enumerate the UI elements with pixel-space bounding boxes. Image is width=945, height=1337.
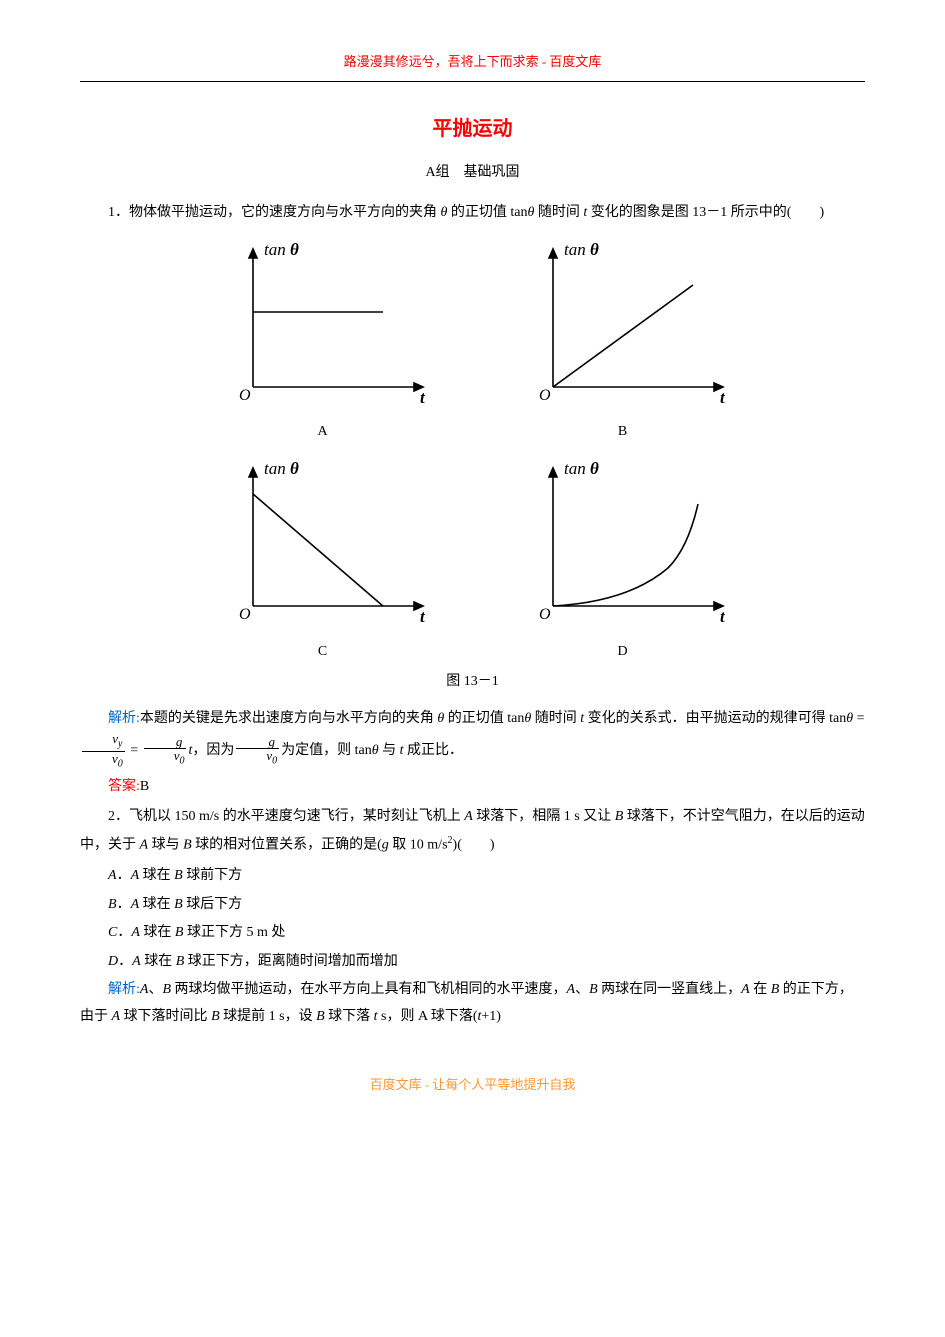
q1-mid1: 的正切值 tan (447, 205, 527, 220)
chart-C-svg: tanθ O t (208, 456, 438, 626)
charts-row-1: tanθ O t A tanθ O t B (80, 237, 865, 446)
e1-t3: 随时间 (531, 711, 580, 726)
option-2B: B．A 球在 B 球后下方 (108, 892, 865, 919)
chart-C-label: C (208, 639, 438, 666)
q2-A: A (464, 809, 473, 824)
e1-t7: 与 (379, 743, 400, 758)
e1-t4: 变化的关系式．由平抛运动的规律可得 tan (584, 711, 846, 726)
e1-t8: 成正比． (404, 743, 464, 758)
svg-text:θ: θ (590, 459, 599, 478)
svg-text:tan: tan (264, 459, 286, 478)
answer-1: 答案:B (80, 774, 865, 801)
answer-value: B (140, 779, 149, 794)
q2-g: g (382, 837, 389, 852)
f1ns: y (118, 739, 122, 750)
chart-D: tanθ O t D (508, 456, 738, 665)
charts-row-2: tanθ O t C tanθ O t D (80, 456, 865, 665)
chart-A-svg: tanθ O t (208, 237, 438, 407)
e2-t3d: 球下落 (325, 1009, 374, 1024)
options-2: A．A 球在 B 球前下方 B．A 球在 B 球后下方 C．A 球在 B 球正下… (108, 863, 865, 975)
e1-theta4: θ (372, 743, 379, 758)
svg-text:tan: tan (564, 459, 586, 478)
answer-label: 答案: (108, 779, 140, 794)
question-1: 1．物体做平抛运动，它的速度方向与水平方向的夹角 θ 的正切值 tanθ 随时间… (80, 200, 865, 227)
e1-t2: 的正切值 tan (444, 711, 524, 726)
explain-1: 解析:本题的关键是先求出速度方向与水平方向的夹角 θ 的正切值 tanθ 随时间… (80, 706, 865, 770)
chart-C: tanθ O t C (208, 456, 438, 665)
e2-t3b: 球下落时间比 (120, 1009, 211, 1024)
explain-2: 解析:A、B 两球均做平抛运动，在水平方向上具有和飞机相同的水平速度，A、B 两… (80, 977, 865, 1030)
e1-t5: ，因为 (192, 743, 234, 758)
e2-t1: 两球均做平抛运动，在水平方向上具有和飞机相同的水平速度， (171, 982, 567, 997)
q2-t4: 球与 (148, 837, 183, 852)
f2ds: 0 (179, 756, 184, 767)
f2n: g (144, 735, 187, 750)
svg-text:t: t (720, 607, 726, 626)
page-footer: 百度文库 - 让每个人平等地提升自我 (80, 1073, 865, 1098)
svg-text:θ: θ (590, 240, 599, 259)
e2-t5: +1) (481, 1009, 501, 1024)
header-banner: 路漫漫其修远兮，吾将上下而求索 - 百度文库 (80, 50, 865, 82)
chart-B: tanθ O t B (508, 237, 738, 446)
frac-1: vyv0 (82, 732, 125, 769)
q1-mid3: 变化的图象是图 13－1 所示中的( ) (587, 205, 824, 220)
e2-t2: 两球在同一竖直线上， (598, 982, 742, 997)
q2-t1: 2．飞机以 150 m/s 的水平速度匀速飞行，某时刻让飞机上 (108, 809, 464, 824)
explain-label: 解析: (108, 711, 140, 726)
e2-t4: s，则 A 球下落( (378, 1009, 478, 1024)
frac-2: gv0 (144, 735, 187, 768)
q2-t5: 球的相对位置关系，正确的是( (192, 837, 382, 852)
q2-t7: )( ) (453, 837, 495, 852)
svg-text:O: O (539, 387, 551, 404)
figure-caption: 图 13－1 (80, 669, 865, 696)
chart-A: tanθ O t A (208, 237, 438, 446)
svg-text:O: O (239, 387, 251, 404)
q2-A2: A (140, 837, 149, 852)
page-title: 平抛运动 (80, 110, 865, 148)
svg-text:t: t (420, 388, 426, 407)
page-subtitle: A组 基础巩固 (80, 160, 865, 187)
question-2: 2．飞机以 150 m/s 的水平速度匀速飞行，某时刻让飞机上 A 球落下，相隔… (80, 804, 865, 859)
f1ds: 0 (118, 758, 123, 769)
f3n: g (236, 735, 279, 750)
option-2D: D．A 球在 B 球正下方，距离随时间增加而增加 (108, 949, 865, 976)
e1-eq1: = (853, 711, 864, 726)
svg-text:tan: tan (264, 240, 286, 259)
q2-t6: 取 10 m/s (389, 837, 448, 852)
chart-B-svg: tanθ O t (508, 237, 738, 407)
q1-pre: 1．物体做平抛运动，它的速度方向与水平方向的夹角 (108, 205, 441, 220)
svg-text:θ: θ (290, 240, 299, 259)
chart-D-label: D (508, 639, 738, 666)
e1-t6: 为定值，则 tan (281, 743, 372, 758)
e1-eq2: = (127, 743, 142, 758)
q2-B2: B (183, 837, 192, 852)
svg-text:O: O (239, 606, 251, 623)
chart-A-label: A (208, 419, 438, 446)
chart-B-label: B (508, 419, 738, 446)
svg-text:t: t (420, 607, 426, 626)
e2-t3c: 球提前 1 s，设 (220, 1009, 316, 1024)
e1-t1: 本题的关键是先求出速度方向与水平方向的夹角 (140, 711, 438, 726)
option-2A: A．A 球在 B 球前下方 (108, 863, 865, 890)
chart-D-svg: tanθ O t (508, 456, 738, 626)
explain2-label: 解析: (108, 982, 140, 997)
frac-3: gv0 (236, 735, 279, 768)
q1-mid2: 随时间 (534, 205, 583, 220)
svg-text:tan: tan (564, 240, 586, 259)
svg-text:θ: θ (290, 459, 299, 478)
f3ds: 0 (272, 756, 277, 767)
q2-t2: 球落下，相隔 1 s 又让 (473, 809, 615, 824)
option-2C: C．A 球在 B 球正下方 5 m 处 (108, 920, 865, 947)
svg-text:O: O (539, 606, 551, 623)
svg-text:t: t (720, 388, 726, 407)
